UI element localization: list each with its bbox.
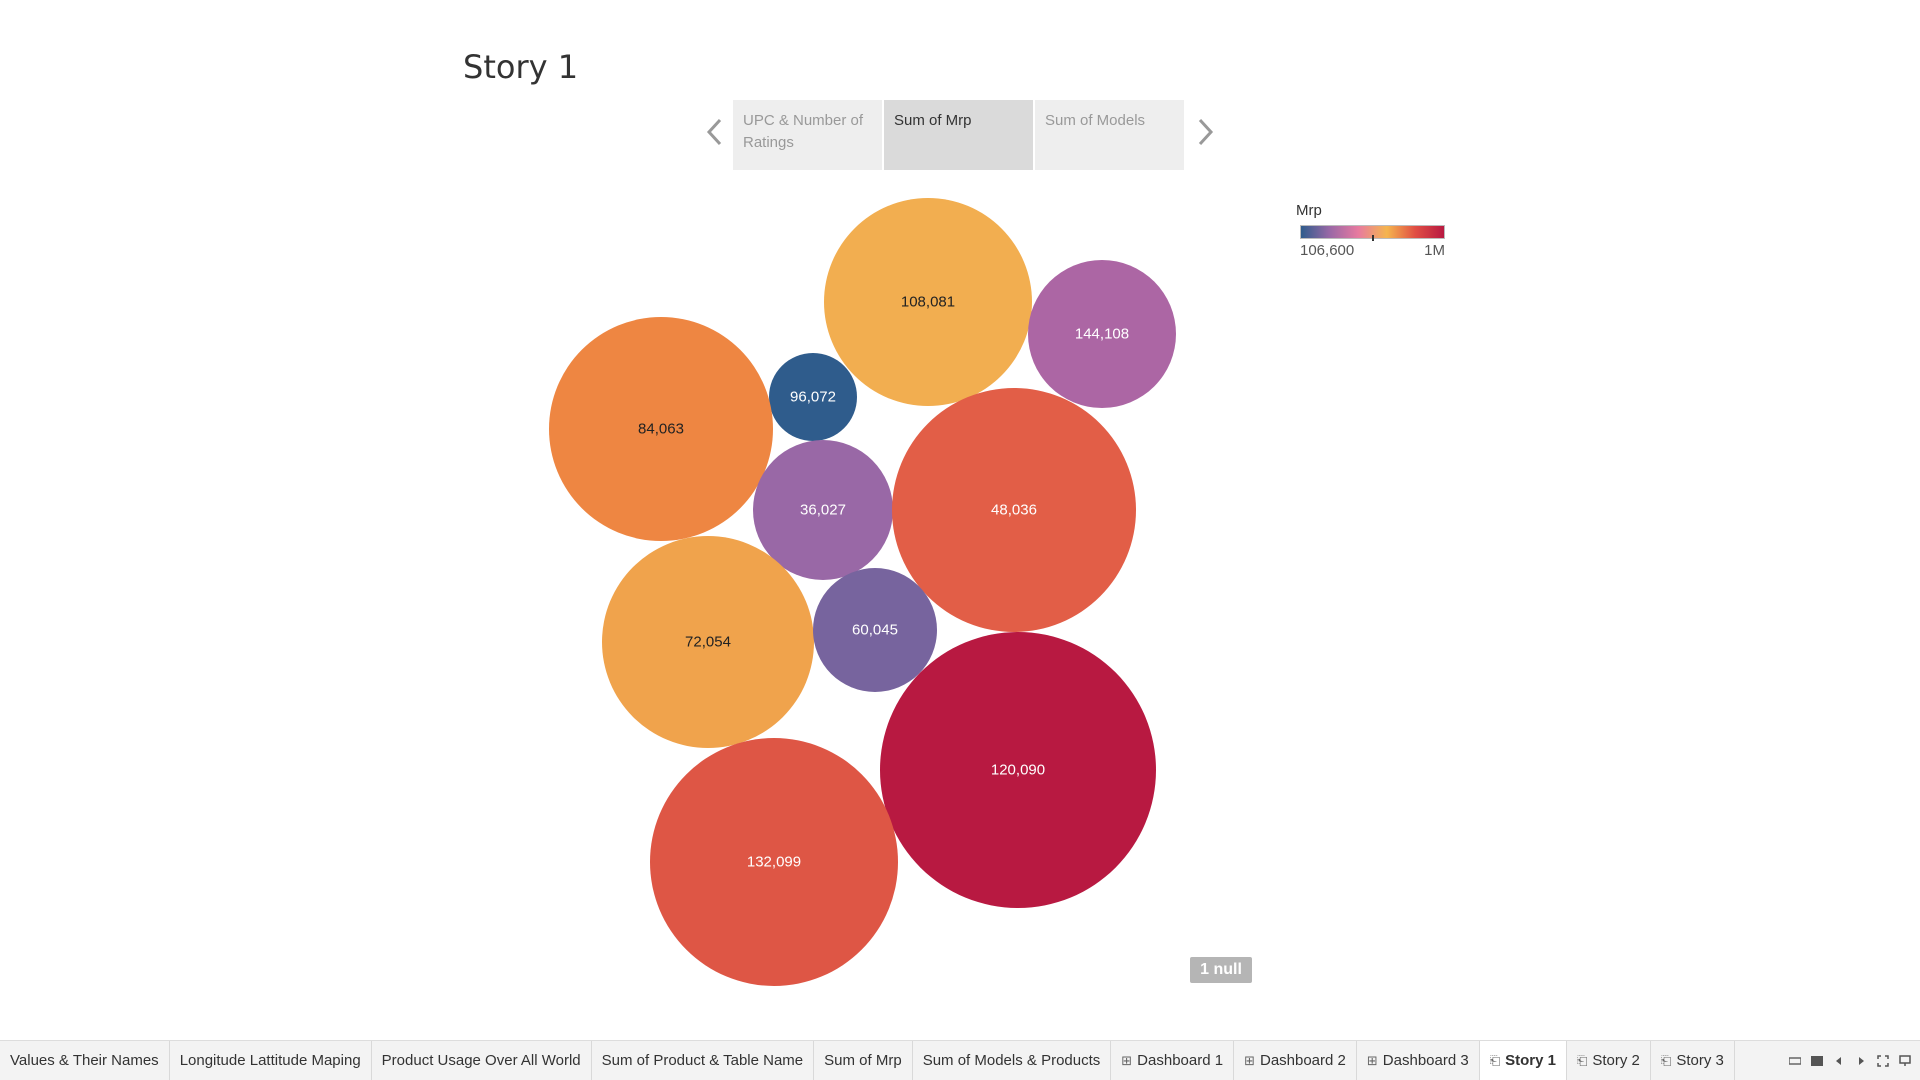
story-icon: ⎗ — [1489, 1052, 1501, 1068]
sheet-tab[interactable]: ⎗ Story 2 — [1567, 1041, 1651, 1080]
dashboard-icon: ⊞ — [1366, 1052, 1378, 1068]
bubble-mark[interactable] — [892, 388, 1136, 632]
sheet-tab-label: Dashboard 3 — [1382, 1052, 1469, 1069]
legend-gradient-bar — [1300, 225, 1445, 241]
sheet-tab-label: Dashboard 1 — [1137, 1052, 1224, 1069]
story-point-sum-of-mrp[interactable]: Sum of Mrp — [884, 100, 1033, 170]
sheet-tab-label: Longitude Lattitude Maping — [179, 1052, 361, 1069]
sheet-tab-label: Story 2 — [1592, 1052, 1640, 1069]
story-title: Story 1 — [463, 48, 579, 86]
story-icon: ⎗ — [1576, 1052, 1588, 1068]
sheet-tab[interactable]: ⊞ Dashboard 1 — [1111, 1041, 1235, 1080]
show-tabs-icon[interactable] — [1810, 1054, 1824, 1068]
presentation-mode-icon[interactable] — [1898, 1054, 1912, 1068]
chevron-left-icon — [706, 118, 722, 146]
bubble-mark[interactable] — [602, 536, 814, 748]
scroll-left-icon[interactable] — [1832, 1054, 1846, 1068]
dashboard-icon: ⊞ — [1244, 1052, 1255, 1068]
color-legend: Mrp 106,600 1M — [1296, 202, 1456, 259]
sheet-tab[interactable]: Sum of Product & Table Name — [592, 1041, 815, 1080]
bubble-mark[interactable] — [1028, 260, 1176, 408]
sheet-tab[interactable]: ⎗ Story 3 — [1651, 1041, 1735, 1080]
sheet-tab-label: Story 1 — [1505, 1052, 1556, 1069]
sheet-tab-label: Product Usage Over All World — [381, 1052, 581, 1069]
sheet-tab[interactable]: Product Usage Over All World — [372, 1041, 592, 1080]
show-filmstrip-icon[interactable] — [1788, 1054, 1802, 1068]
story-icon: ⎗ — [1660, 1052, 1672, 1068]
sheet-tab-label: Sum of Mrp — [824, 1052, 902, 1069]
sheet-tab[interactable]: Sum of Mrp — [814, 1041, 913, 1080]
bubble-mark[interactable] — [549, 317, 773, 541]
sheet-tab[interactable]: Longitude Lattitude Maping — [170, 1041, 372, 1080]
dashboard-icon: ⊞ — [1121, 1052, 1133, 1068]
scroll-right-icon[interactable] — [1854, 1054, 1868, 1068]
bubble-mark[interactable] — [650, 738, 898, 986]
sheet-tab-label: Story 3 — [1676, 1052, 1724, 1069]
sheet-tab-label: Dashboard 2 — [1259, 1052, 1346, 1069]
story-point-sum-of-models[interactable]: Sum of Models — [1035, 100, 1184, 170]
sheet-tab[interactable]: ⊞ Dashboard 3 — [1357, 1041, 1480, 1080]
bubble-mark[interactable] — [880, 632, 1156, 908]
null-indicator[interactable]: 1 null — [1190, 957, 1252, 983]
bubble-mark[interactable] — [753, 440, 893, 580]
sheet-tab[interactable]: Values & Their Names — [0, 1041, 170, 1080]
sheet-tab-label: Sum of Product & Table Name — [601, 1052, 804, 1069]
chevron-right-icon — [1198, 118, 1214, 146]
sheet-tab-bar: Values & Their Names Longitude Lattitude … — [0, 1040, 1920, 1080]
sheet-tab[interactable]: Sum of Models & Products — [913, 1041, 1112, 1080]
bubble-mark[interactable] — [813, 568, 937, 692]
tab-controls — [1788, 1041, 1920, 1080]
story-point-upc-ratings[interactable]: UPC & Number of Ratings — [733, 100, 882, 170]
legend-marker — [1372, 235, 1374, 241]
sheet-tab-label: Values & Their Names — [10, 1052, 159, 1069]
legend-min-label: 106,600 — [1300, 242, 1355, 259]
prev-story-point-button[interactable] — [700, 112, 730, 152]
next-story-point-button[interactable] — [1190, 112, 1220, 152]
bubble-mark[interactable] — [824, 198, 1032, 406]
legend-title: Mrp — [1296, 202, 1322, 219]
legend-max-label: 1M — [1424, 242, 1445, 259]
bubble-mark[interactable] — [769, 353, 857, 441]
sheet-tab[interactable]: ⊞ Dashboard 2 — [1234, 1041, 1357, 1080]
story-navigator: UPC & Number of Ratings Sum of Mrp Sum o… — [733, 100, 1184, 170]
fullscreen-icon[interactable] — [1876, 1054, 1890, 1068]
sheet-tab[interactable]: ⎗ Story 1 — [1479, 1041, 1567, 1080]
sheet-tab-label: Sum of Models & Products — [922, 1052, 1101, 1069]
